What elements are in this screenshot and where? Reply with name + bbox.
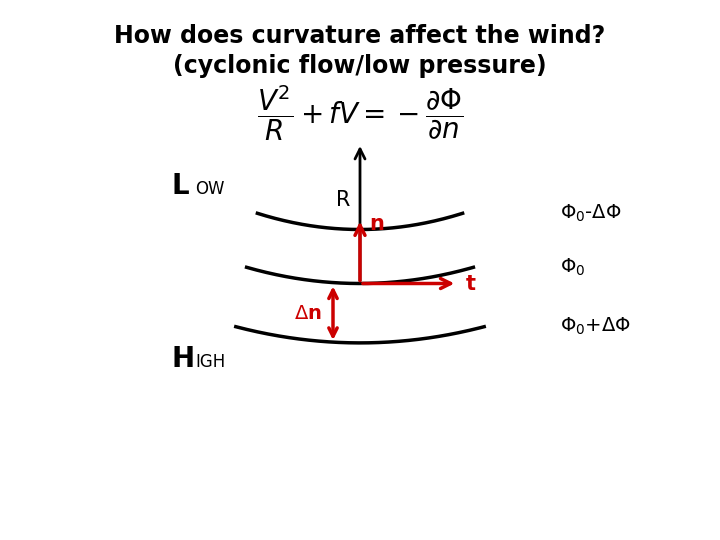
Text: $\Phi_0$: $\Phi_0$	[560, 256, 585, 278]
Text: $\Phi_0$-$\Delta\Phi$: $\Phi_0$-$\Delta\Phi$	[560, 202, 621, 224]
Text: $\Phi_0$+$\Delta\Phi$: $\Phi_0$+$\Delta\Phi$	[560, 316, 631, 338]
Text: How does curvature affect the wind?: How does curvature affect the wind?	[114, 24, 606, 48]
Text: L: L	[171, 172, 189, 200]
Text: n: n	[370, 214, 384, 234]
Text: H: H	[171, 345, 194, 373]
Text: $\Delta$n: $\Delta$n	[294, 303, 323, 323]
Text: (cyclonic flow/low pressure): (cyclonic flow/low pressure)	[174, 54, 546, 78]
Text: R: R	[336, 190, 351, 210]
Text: t: t	[465, 273, 475, 294]
Text: OW: OW	[195, 180, 225, 198]
Text: IGH: IGH	[195, 353, 225, 371]
Text: $\dfrac{V^2}{R} + fV = -\dfrac{\partial\Phi}{\partial n}$: $\dfrac{V^2}{R} + fV = -\dfrac{\partial\…	[256, 84, 464, 143]
